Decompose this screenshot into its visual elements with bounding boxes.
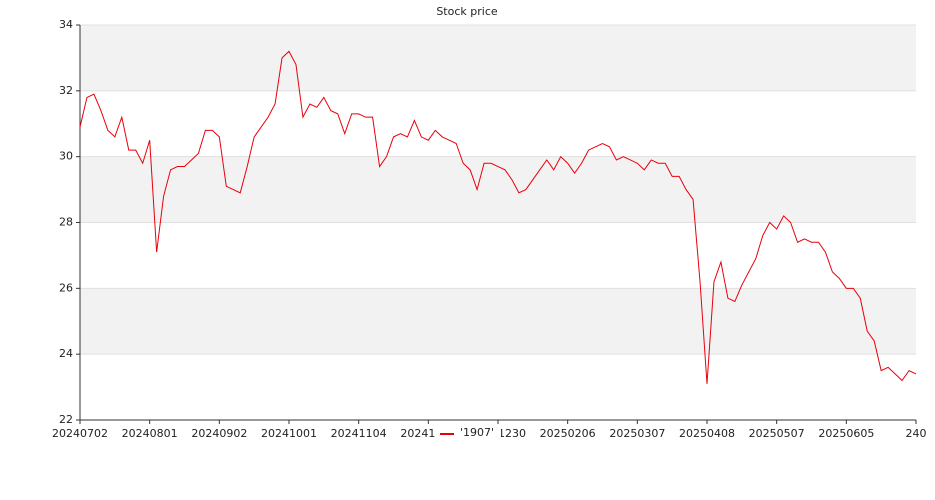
x-tick-label: 20240702 [52,427,108,440]
y-tick-label: 30 [59,150,73,163]
chart-title: Stock price [436,5,498,18]
y-tick-label: 26 [59,281,73,294]
y-tick-label: 32 [59,84,73,97]
x-tick-label: 20250507 [749,427,805,440]
x-tick-label: 20241104 [331,427,387,440]
x-tick-label: 20250605 [818,427,874,440]
y-tick-label: 24 [59,347,73,360]
grid-band [80,156,916,223]
x-tick-label: 240 [906,427,927,440]
grid-band [80,288,916,355]
legend-box [435,425,501,442]
x-tick-label: 20250206 [540,427,596,440]
legend-label: '1907' [460,426,494,439]
price-line [79,50,917,384]
y-tick-label: 28 [59,216,73,229]
x-tick-label: 20241001 [261,427,317,440]
x-tick-label: 20240801 [122,427,178,440]
y-tick-label: 34 [59,18,73,31]
y-tick-label: 22 [59,413,73,426]
x-tick-label: 20250307 [609,427,665,440]
grid-band [80,25,916,91]
x-tick-label: 20250408 [679,427,735,440]
x-tick-label: 20240902 [191,427,247,440]
